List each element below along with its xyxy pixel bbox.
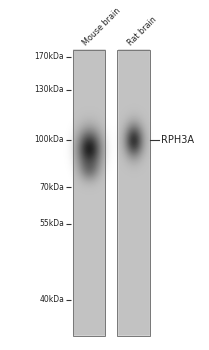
Text: 170kDa: 170kDa [34, 52, 64, 62]
Text: 130kDa: 130kDa [34, 85, 64, 94]
Text: 40kDa: 40kDa [39, 295, 64, 304]
Text: RPH3A: RPH3A [161, 134, 194, 145]
Text: Rat brain: Rat brain [126, 15, 158, 47]
Text: 100kDa: 100kDa [34, 135, 64, 144]
Text: 70kDa: 70kDa [39, 183, 64, 192]
Bar [117, 50, 150, 336]
Bar [73, 50, 105, 336]
Text: Mouse brain: Mouse brain [82, 6, 123, 47]
Text: 55kDa: 55kDa [39, 219, 64, 228]
